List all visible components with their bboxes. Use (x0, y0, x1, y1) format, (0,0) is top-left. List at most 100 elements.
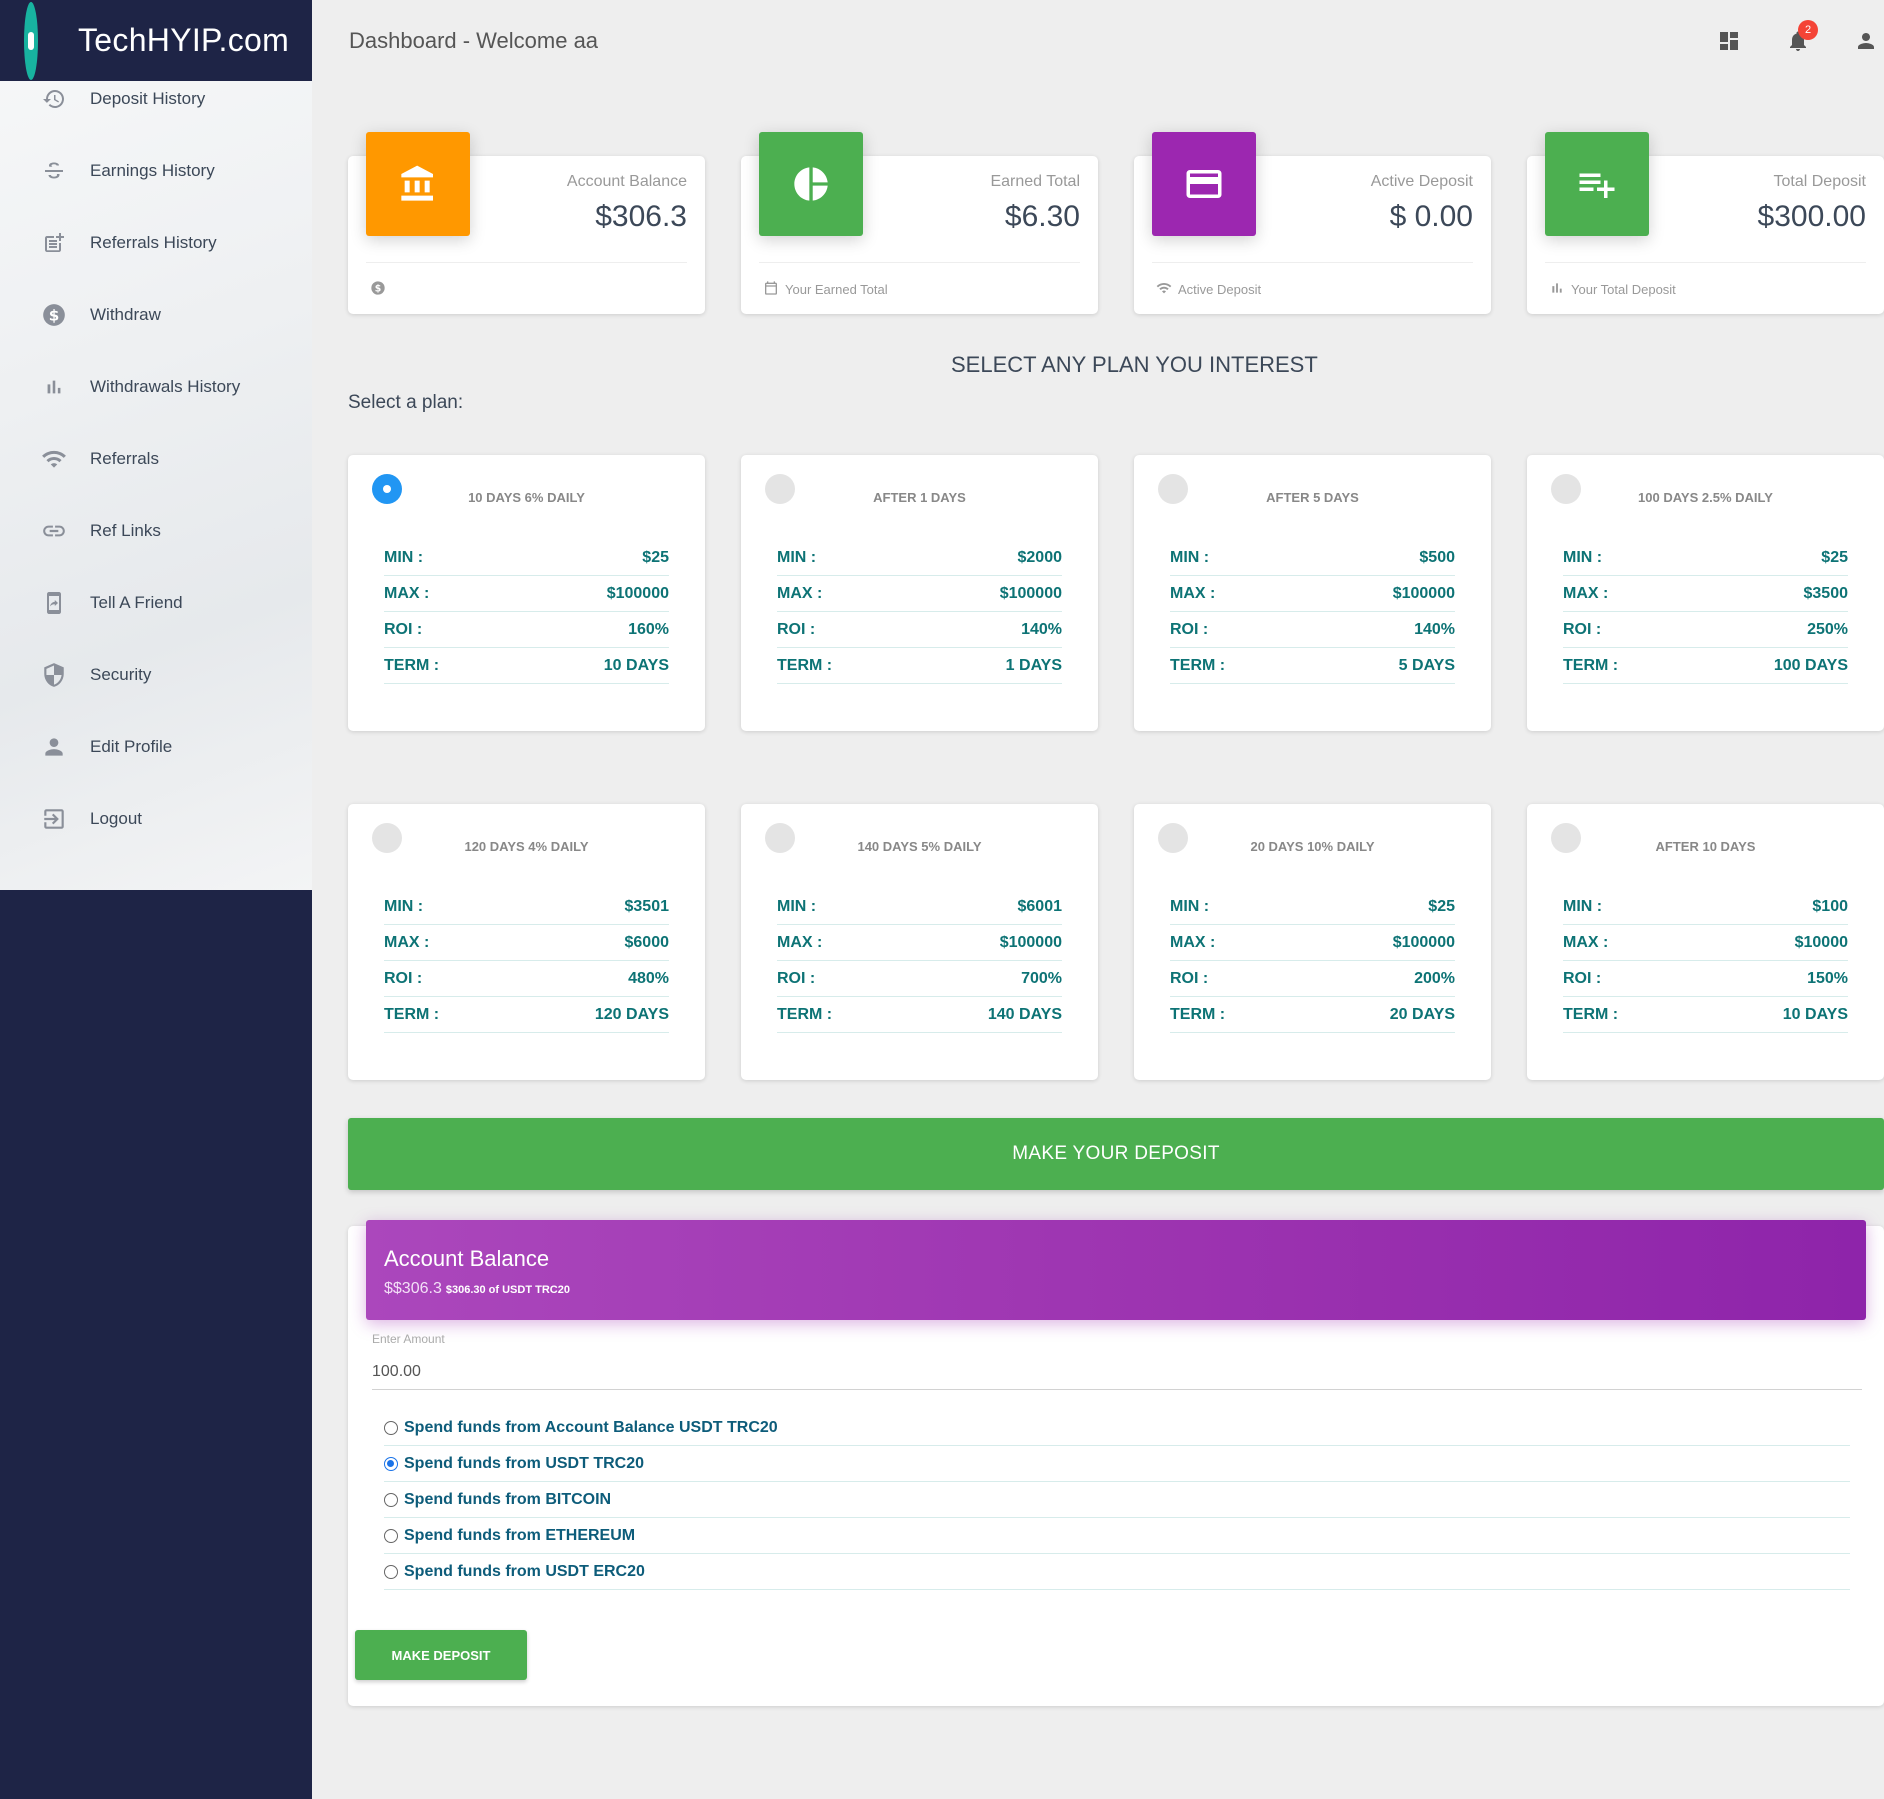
sidebar-item-referrals-history[interactable]: Referrals History (0, 207, 312, 279)
plan-details: MIN : $25 MAX : $100000 ROI : 160% TERM : 10 DA… (384, 540, 669, 684)
bank-icon (366, 132, 470, 236)
plan-row-label: MIN : (777, 897, 817, 915)
payment-option[interactable]: Spend funds from Account Balance USDT TR… (384, 1410, 1850, 1446)
plan-name: 10 DAYS 6% DAILY (468, 490, 585, 505)
payment-option-label: Spend funds from ETHEREUM (404, 1526, 636, 1544)
payment-option[interactable]: Spend funds from BITCOIN (384, 1482, 1850, 1518)
plan-row-value: 150% (1807, 969, 1848, 987)
make-deposit-button[interactable]: MAKE DEPOSIT (355, 1630, 527, 1680)
wifi-icon (40, 445, 68, 473)
plan-radio[interactable] (765, 474, 795, 504)
make-your-deposit-bar[interactable]: MAKE YOUR DEPOSIT (348, 1118, 1884, 1190)
plan-row-value: $10000 (1794, 933, 1848, 951)
plan-row-label: ROI : (384, 969, 423, 987)
plans-section-title: SELECT ANY PLAN YOU INTEREST (951, 352, 1318, 377)
sidebar-item-edit-profile[interactable]: Edit Profile (0, 711, 312, 783)
plan-radio[interactable] (1158, 823, 1188, 853)
sidebar-item-logout[interactable]: Logout (0, 783, 312, 855)
user-account-icon[interactable] (1853, 28, 1879, 54)
plan-row-label: TERM : (1563, 656, 1619, 674)
stat-footer: Your Total Deposit (1549, 280, 1676, 299)
plan-row-roi: ROI : 480% (384, 961, 669, 997)
plan-row-label: MAX : (1563, 933, 1609, 951)
sidebar-item-security[interactable]: Security (0, 639, 312, 711)
sidebar-item-tell-a-friend[interactable]: Tell A Friend (0, 567, 312, 639)
stat-label: Total Deposit (1773, 173, 1867, 190)
plan-card[interactable]: AFTER 5 DAYS MIN : $500 MAX : $100000 ROI : 14… (1134, 455, 1491, 731)
sidebar-item-earnings-history[interactable]: Earnings History (0, 135, 312, 207)
payment-option-radio[interactable] (384, 1564, 398, 1579)
plan-row-value: $3501 (624, 897, 670, 915)
plan-row-max: MAX : $6000 (384, 925, 669, 961)
payment-option-radio[interactable] (384, 1492, 398, 1507)
plan-row-min: MIN : $25 (384, 540, 669, 576)
divider (366, 262, 687, 263)
plan-radio[interactable] (1158, 474, 1188, 504)
plan-card[interactable]: AFTER 10 DAYS MIN : $100 MAX : $10000 ROI : 15… (1527, 804, 1884, 1080)
plan-card[interactable]: 100 DAYS 2.5% DAILY MIN : $25 MAX : $3500 ROI… (1527, 455, 1884, 731)
plan-details: MIN : $25 MAX : $3500 ROI : 250% TERM : 100 DAY… (1563, 540, 1848, 684)
payment-option-radio[interactable] (384, 1420, 398, 1435)
plan-row-min: MIN : $25 (1563, 540, 1848, 576)
plan-card[interactable]: 120 DAYS 4% DAILY MIN : $3501 MAX : $6000 ROI… (348, 804, 705, 1080)
plan-row-value: 5 DAYS (1398, 656, 1455, 674)
plan-row-label: ROI : (777, 620, 816, 638)
sidebar-item-label: Deposit History (90, 89, 206, 108)
payment-option-radio[interactable] (384, 1528, 398, 1543)
svg-text:$: $ (375, 283, 382, 294)
plan-row-value: 480% (628, 969, 669, 987)
dashboard-icon[interactable] (1716, 28, 1742, 54)
sidebar-item-deposit-history[interactable]: Deposit History (0, 63, 312, 135)
plan-row-label: ROI : (1563, 620, 1602, 638)
stat-label: Account Balance (566, 173, 687, 190)
balance-line: $$306.3 $306.30 of USDT TRC20 (384, 1280, 570, 1298)
payment-option[interactable]: Spend funds from ETHEREUM (384, 1518, 1850, 1554)
calendar-icon (763, 280, 779, 299)
plan-card[interactable]: 20 DAYS 10% DAILY MIN : $25 MAX : $100000 ROI… (1134, 804, 1491, 1080)
stat-footer: Your Earned Total (763, 280, 888, 299)
sidebar-item-label: Referrals (90, 449, 159, 468)
divider (759, 262, 1080, 263)
plan-row-roi: ROI : 250% (1563, 612, 1848, 648)
plan-row-max: MAX : $100000 (1170, 925, 1455, 961)
plan-radio[interactable] (1551, 823, 1581, 853)
stat-label: Earned Total (990, 173, 1080, 190)
plan-card[interactable]: 140 DAYS 5% DAILY MIN : $6001 MAX : $100000 R… (741, 804, 1098, 1080)
plan-row-roi: ROI : 160% (384, 612, 669, 648)
wifi-icon (1156, 280, 1172, 299)
plan-card[interactable]: AFTER 1 DAYS MIN : $2000 MAX : $100000 ROI : 1… (741, 455, 1098, 731)
stat-footer: Active Deposit (1156, 280, 1261, 299)
plan-row-max: MAX : $100000 (384, 576, 669, 612)
sidebar-item-label: Security (90, 665, 152, 684)
plan-card[interactable]: 10 DAYS 6% DAILY MIN : $25 MAX : $100000 ROI … (348, 455, 705, 731)
brand[interactable]: TechHYIP.com (0, 0, 312, 81)
sidebar-item-withdrawals-history[interactable]: Withdrawals History (0, 351, 312, 423)
plan-row-term: TERM : 120 DAYS (384, 997, 669, 1033)
sidebar-item-referrals[interactable]: Referrals (0, 423, 312, 495)
plan-row-value: $100000 (999, 584, 1062, 602)
plan-radio[interactable] (1551, 474, 1581, 504)
sidebar-item-withdraw[interactable]: $ Withdraw (0, 279, 312, 351)
stat-value: $306.3 (595, 200, 687, 233)
plan-row-term: TERM : 1 DAYS (777, 648, 1062, 684)
amount-input[interactable] (372, 1354, 1862, 1390)
plan-row-value: 100 DAYS (1773, 656, 1848, 674)
plan-row-term: TERM : 5 DAYS (1170, 648, 1455, 684)
plan-row-roi: ROI : 150% (1563, 961, 1848, 997)
plan-details: MIN : $25 MAX : $100000 ROI : 200% TERM : 20 DA… (1170, 889, 1455, 1033)
payment-option[interactable]: Spend funds from USDT TRC20 (384, 1446, 1850, 1482)
stat-footer: $ (370, 280, 392, 299)
plan-row-label: MIN : (1170, 548, 1210, 566)
plan-row-term: TERM : 10 DAYS (1563, 997, 1848, 1033)
payment-option[interactable]: Spend funds from USDT ERC20 (384, 1554, 1850, 1590)
plan-row-value: $3500 (1803, 584, 1849, 602)
plan-row-value: $25 (642, 548, 669, 566)
payment-option-label: Spend funds from USDT TRC20 (404, 1454, 645, 1472)
plan-radio[interactable] (765, 823, 795, 853)
plan-radio[interactable] (372, 823, 402, 853)
plan-radio[interactable] (372, 474, 402, 504)
sidebar-item-label: Withdrawals History (90, 377, 241, 396)
sidebar-item-label: Tell A Friend (90, 593, 183, 612)
sidebar-item-ref-links[interactable]: Ref Links (0, 495, 312, 567)
payment-option-radio[interactable] (384, 1456, 398, 1471)
